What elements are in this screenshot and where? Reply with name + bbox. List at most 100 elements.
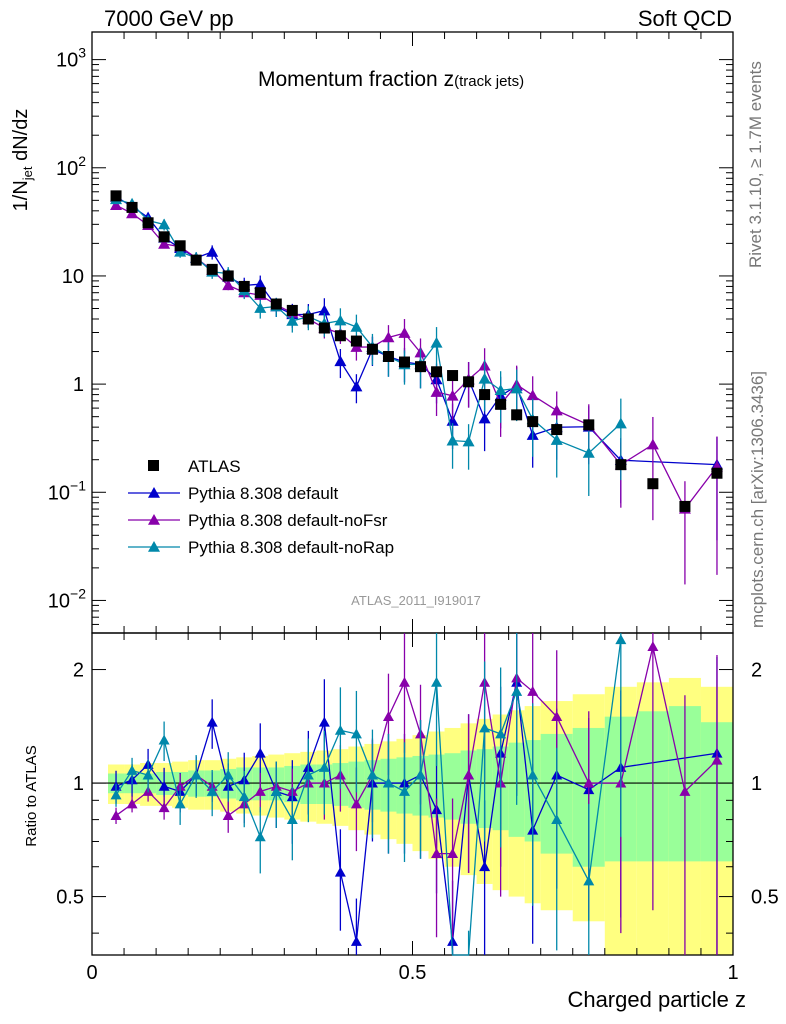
- data-point: [318, 304, 331, 316]
- ratio-point: [551, 814, 563, 825]
- atlas-point: [711, 467, 723, 479]
- atlas-point: [527, 416, 539, 428]
- data-point: [582, 446, 595, 458]
- x-axis-label: Charged particle z: [567, 987, 746, 1012]
- ratio-point: [527, 685, 539, 696]
- data-point: [398, 327, 411, 338]
- atlas-point: [110, 190, 122, 202]
- watermark: ATLAS_2011_I919017: [351, 593, 481, 608]
- legend: ATLAS Pythia 8.308 default Pythia 8.308 de…: [128, 457, 394, 557]
- ratio-point: [206, 716, 218, 727]
- ratio-point: [238, 791, 250, 802]
- ratio-point: [366, 769, 378, 780]
- atlas-point: [366, 343, 378, 355]
- ratio-point: [126, 764, 138, 775]
- atlas-point: [415, 361, 427, 373]
- ratio-point: [551, 711, 563, 722]
- atlas-point: [479, 389, 491, 401]
- data-point: [334, 314, 347, 326]
- ratio-point: [615, 634, 627, 645]
- ratio-point: [495, 728, 507, 739]
- ratio-point: [254, 785, 266, 796]
- ratio-tick-label: 1: [751, 773, 762, 795]
- atlas-point: [222, 270, 234, 282]
- data-point: [430, 386, 443, 397]
- ratio-point: [254, 747, 266, 758]
- atlas-point: [190, 254, 202, 266]
- atlas-point: [206, 263, 218, 275]
- atlas-point: [158, 231, 170, 243]
- atlas-point: [318, 322, 330, 334]
- legend-label: Pythia 8.308 default: [188, 484, 339, 503]
- ratio-point: [415, 769, 427, 780]
- ratio-point: [158, 734, 170, 745]
- data-point: [158, 237, 171, 249]
- atlas-point: [334, 330, 346, 342]
- atlas-point: [679, 500, 691, 512]
- atlas-point: [463, 376, 475, 388]
- data-point: [254, 278, 267, 289]
- series-line: [115, 196, 718, 466]
- ratio-tick-label: 0.5: [56, 887, 84, 909]
- ratio-point: [398, 676, 410, 687]
- ratio-point: [583, 777, 595, 788]
- ratio-point: [647, 641, 659, 652]
- ratio-point: [679, 785, 691, 796]
- y-tick-label: 102: [56, 153, 86, 180]
- y-tick-label: 103: [56, 45, 86, 72]
- ratio-point: [174, 798, 186, 809]
- atlas-point: [398, 356, 410, 368]
- ratio-point: [286, 814, 298, 825]
- ratio-point: [110, 810, 122, 820]
- chart-title: Momentum fraction z(track jets): [258, 68, 524, 91]
- data-point: [494, 384, 507, 396]
- ratio-point: [222, 769, 234, 780]
- ratio-tick-label: 0.5: [751, 887, 779, 909]
- x-tick-label: 0.5: [399, 962, 427, 984]
- data-point: [430, 336, 443, 348]
- atlas-point: [174, 240, 186, 252]
- atlas-point: [447, 370, 459, 382]
- data-point: [206, 245, 219, 257]
- ratio-point: [583, 875, 595, 886]
- ratio-point: [350, 798, 362, 809]
- data-point: [382, 331, 395, 343]
- ratio-point: [479, 722, 491, 733]
- ratio-point: [350, 936, 362, 946]
- ratio-point: [479, 861, 491, 872]
- y-tick-label: 10: [62, 266, 84, 288]
- ratio-point: [334, 724, 346, 735]
- ratio-tick-label: 1: [73, 773, 84, 795]
- atlas-point: [302, 313, 314, 325]
- ratio-point: [222, 810, 234, 820]
- atlas-point: [382, 350, 394, 362]
- stat-uncertainty-band: [444, 753, 461, 820]
- legend-marker-atlas: [148, 460, 159, 471]
- atlas-point: [583, 419, 595, 431]
- data-marks: [110, 190, 723, 956]
- x-tick-label: 0: [86, 962, 97, 984]
- ratio-point: [334, 866, 346, 877]
- ratio-point: [350, 728, 362, 739]
- ratio-series-line: [115, 639, 622, 956]
- ratio-tick-label: 2: [751, 660, 762, 682]
- atlas-point: [551, 424, 563, 436]
- ratio-point: [270, 785, 282, 796]
- legend-label: Pythia 8.308 default-noFsr: [188, 511, 388, 530]
- ratio-point: [126, 798, 138, 809]
- atlas-point: [286, 304, 298, 316]
- atlas-point: [431, 366, 443, 378]
- ratio-point: [431, 848, 443, 859]
- ratio-point: [206, 785, 218, 796]
- ratio-point: [318, 716, 330, 727]
- atlas-point: [350, 335, 362, 347]
- y-axis-label: 1/Njet dN/dz: [10, 109, 35, 212]
- legend-marker: [148, 541, 160, 552]
- data-point: [550, 404, 563, 416]
- ratio-point: [382, 777, 394, 788]
- collision-label: 7000 GeV pp: [104, 6, 234, 31]
- x-tick-label: 1: [727, 962, 738, 984]
- ratio-tick-label: 2: [73, 660, 84, 682]
- y-tick-label: 1: [73, 374, 84, 396]
